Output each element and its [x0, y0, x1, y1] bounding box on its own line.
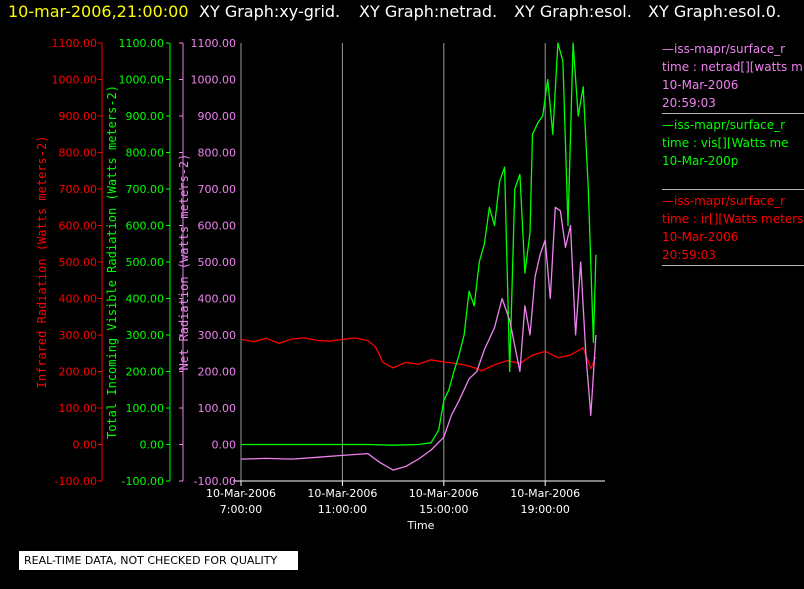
y-tick-label-1-7: 400.00: [126, 293, 165, 306]
legend: —iss-mapr/surface_r time : netrad[][watt…: [662, 40, 804, 268]
y-axis-title-0: Infrared Radiation (Watts meters-2): [35, 136, 49, 389]
legend-netrad-time: 20:59:03: [662, 96, 716, 110]
y-tick-label-0-11: 0.00: [73, 439, 98, 452]
y-tick-label-2-11: 0.00: [212, 439, 237, 452]
x-tick-date-3: 10-Mar-2006: [510, 487, 580, 500]
legend-ir-name: —iss-mapr/surface_r: [662, 194, 786, 208]
y-tick-label-1-9: 200.00: [126, 366, 165, 379]
legend-ir-time: 20:59:03: [662, 248, 716, 262]
y-tick-label-2-2: 900.00: [198, 110, 237, 123]
y-tick-label-0-12: -100.00: [55, 475, 97, 488]
legend-ir-date: 10-Mar-2006: [662, 230, 739, 244]
y-tick-label-2-6: 500.00: [198, 256, 237, 269]
y-tick-label-0-5: 600.00: [59, 220, 98, 233]
legend-netrad-name: —iss-mapr/surface_r: [662, 42, 786, 56]
y-axis-title-1: Total Incoming Visible Radiation (Watts …: [105, 85, 119, 439]
series-line-vis: [241, 42, 597, 446]
title-graph-netrad: XY Graph:netrad.: [359, 2, 498, 21]
x-tick-time-3: 19:00:00: [520, 503, 569, 516]
y-tick-label-0-10: 100.00: [59, 402, 98, 415]
legend-entry-ir: —iss-mapr/surface_r time : ir[][Watts me…: [662, 192, 804, 266]
legend-ir-var: time : ir[][Watts meters: [662, 212, 804, 226]
quality-disclaimer: REAL-TIME DATA, NOT CHECKED FOR QUALITY: [19, 551, 298, 570]
title-datetime: 10-mar-2006,21:00:00: [8, 2, 189, 21]
y-tick-label-1-0: 1100.00: [119, 37, 165, 50]
y-tick-label-1-11: 0.00: [140, 439, 165, 452]
axes: [98, 42, 605, 486]
y-tick-label-0-4: 700.00: [59, 183, 98, 196]
y-tick-label-0-0: 1100.00: [52, 37, 98, 50]
y-tick-label-0-6: 500.00: [59, 256, 98, 269]
y-tick-label-0-2: 900.00: [59, 110, 98, 123]
title-graph-xy-grid: XY Graph:xy-grid.: [199, 2, 341, 21]
legend-netrad-var: time : netrad[][watts m: [662, 60, 803, 74]
y-tick-label-0-9: 200.00: [59, 366, 98, 379]
y-tick-label-0-3: 800.00: [59, 147, 98, 160]
y-tick-label-2-9: 200.00: [198, 366, 237, 379]
legend-entry-vis: —iss-mapr/surface_r time : vis[][Watts m…: [662, 116, 804, 190]
x-tick-date-2: 10-Mar-2006: [409, 487, 479, 500]
y-tick-label-2-10: 100.00: [198, 402, 237, 415]
x-tick-date-0: 10-Mar-2006: [206, 487, 276, 500]
y-tick-label-2-5: 600.00: [198, 220, 237, 233]
y-tick-label-2-7: 400.00: [198, 293, 237, 306]
x-tick-time-1: 11:00:00: [318, 503, 367, 516]
y-tick-label-1-10: 100.00: [126, 402, 165, 415]
legend-vis-var: time : vis[][Watts me: [662, 136, 789, 150]
series-line-ir: [240, 337, 597, 372]
y-tick-label-2-8: 300.00: [198, 329, 237, 342]
y-tick-label-1-4: 700.00: [126, 183, 165, 196]
series-line-netrad: [240, 206, 597, 471]
x-tick-time-2: 15:00:00: [419, 503, 468, 516]
series-lines: [240, 42, 597, 471]
y-axis-title-2: Net Radiation (watts meters-2): [177, 154, 191, 371]
legend-netrad-date: 10-Mar-2006: [662, 78, 739, 92]
title-graph-esol-0: XY Graph:esol.0.: [648, 2, 782, 21]
y-tick-label-0-7: 400.00: [59, 293, 98, 306]
y-tick-label-2-3: 800.00: [198, 147, 237, 160]
y-tick-label-1-5: 600.00: [126, 220, 165, 233]
y-tick-label-1-3: 800.00: [126, 147, 165, 160]
y-tick-label-0-1: 1000.00: [52, 74, 98, 87]
y-tick-label-0-8: 300.00: [59, 329, 98, 342]
legend-entry-netrad: —iss-mapr/surface_r time : netrad[][watt…: [662, 40, 804, 114]
title-bar: 10-mar-2006,21:00:00 XY Graph:xy-grid. X…: [0, 2, 804, 26]
y-tick-label-1-6: 500.00: [126, 256, 165, 269]
y-tick-label-1-2: 900.00: [126, 110, 165, 123]
y-tick-label-2-4: 700.00: [198, 183, 237, 196]
y-tick-label-2-1: 1000.00: [191, 74, 237, 87]
y-tick-label-1-8: 300.00: [126, 329, 165, 342]
x-axis-title: Time: [407, 519, 435, 532]
y-tick-label-1-1: 1000.00: [119, 74, 165, 87]
y-tick-label-2-12: -100.00: [194, 475, 236, 488]
legend-vis-name: —iss-mapr/surface_r: [662, 118, 786, 132]
x-tick-time-0: 7:00:00: [220, 503, 262, 516]
grid-lines: [240, 43, 546, 481]
axis-labels: 1100.00 1000.00 900.00 800.00 700.00 600.00 50…: [35, 37, 580, 532]
y-tick-label-2-0: 1100.00: [191, 37, 237, 50]
x-tick-date-1: 10-Mar-2006: [307, 487, 377, 500]
title-graph-esol: XY Graph:esol.: [514, 2, 632, 21]
legend-vis-date: 10-Mar-200p: [662, 154, 739, 168]
y-tick-label-1-12: -100.00: [122, 475, 164, 488]
